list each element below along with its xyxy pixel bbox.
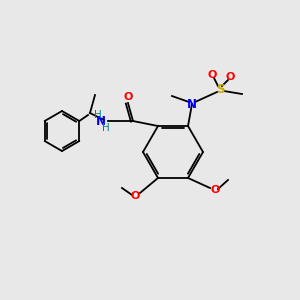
Text: N: N <box>96 115 106 128</box>
Text: N: N <box>187 98 197 110</box>
Text: O: O <box>225 72 235 82</box>
Text: S: S <box>216 82 224 95</box>
Text: O: O <box>210 185 220 195</box>
Text: H: H <box>102 123 110 133</box>
Text: O: O <box>130 191 140 201</box>
Text: O: O <box>123 92 133 102</box>
Text: H: H <box>94 110 102 120</box>
Text: O: O <box>207 70 217 80</box>
